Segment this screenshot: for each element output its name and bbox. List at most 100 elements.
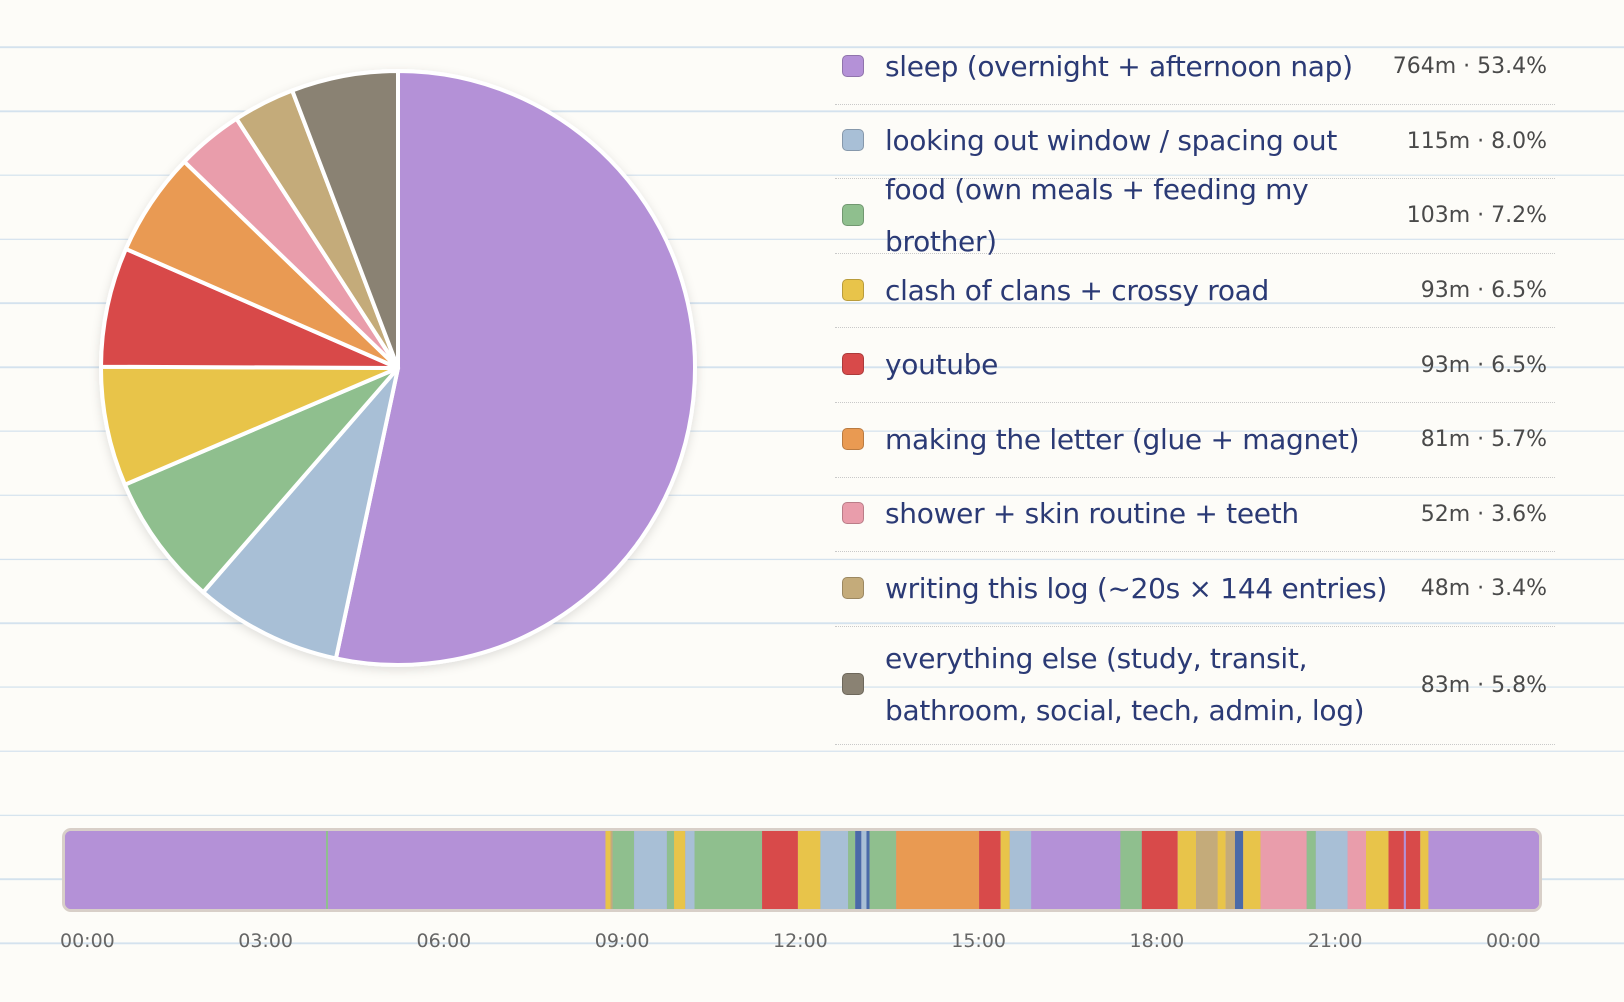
timeline-segment	[1225, 831, 1235, 909]
time-tick-label: 21:00	[1307, 930, 1363, 952]
legend-label: writing this log (~20s × 144 entries)	[885, 572, 1388, 606]
legend-swatch	[842, 353, 864, 376]
timeline-segment	[1196, 831, 1218, 909]
timeline-segment	[1234, 831, 1244, 909]
timeline-segment	[1000, 831, 1010, 909]
timeline-segment	[1403, 831, 1406, 909]
legend-label: clash of clans + crossy road	[885, 273, 1270, 307]
legend-item: youtube 93m · 6.5%	[835, 328, 1555, 403]
legend-value: 52m · 3.6%	[1420, 501, 1547, 527]
legend-label: sleep (overnight + afternoon nap)	[885, 49, 1353, 83]
timeline-segment	[762, 831, 798, 909]
pie-slice	[99, 246, 400, 370]
pie-slice	[333, 69, 697, 667]
timeline-segment	[866, 831, 870, 909]
pie-slice	[290, 69, 400, 370]
timeline-segment	[674, 831, 686, 909]
timeline-segment	[979, 831, 1001, 909]
timeline-segment	[1009, 831, 1032, 909]
timeline-segment	[1243, 831, 1261, 909]
legend-swatch	[842, 576, 864, 599]
legend-value: 93m · 6.5%	[1420, 352, 1547, 378]
timeline-segment	[797, 831, 821, 909]
legend-value: 48m · 3.4%	[1420, 576, 1547, 602]
timeline-segment	[1315, 831, 1348, 909]
time-tick-label: 15:00	[951, 930, 1007, 952]
timeline-segment	[855, 831, 862, 909]
timeline-segment	[1405, 831, 1421, 909]
legend-value: 764m · 53.4%	[1392, 54, 1547, 80]
legend-value: 81m · 5.7%	[1420, 427, 1547, 453]
time-tick-label: 12:00	[773, 930, 828, 952]
legend: sleep (overnight + afternoon nap) 764m · …	[835, 30, 1555, 745]
legend-value: 83m · 5.8%	[1420, 672, 1547, 698]
timeline-segment	[1031, 831, 1121, 909]
legend-label: food (own meals + feeding my brother)	[885, 173, 1309, 258]
timeline-segment	[1428, 831, 1539, 909]
timeline-segment	[610, 831, 613, 909]
timeline-segment	[685, 831, 695, 909]
legend-label: looking out window / spacing out	[885, 124, 1338, 158]
time-tick-label: 03:00	[238, 930, 294, 952]
timeline-segment	[1217, 831, 1226, 909]
legend-label: making the letter (glue + magnet)	[885, 422, 1360, 456]
time-tick-label: 00:00	[1486, 930, 1541, 952]
legend-swatch	[842, 502, 864, 525]
timeline-segment	[1420, 831, 1429, 909]
pie-chart	[90, 60, 730, 700]
time-tick-label: 06:00	[416, 930, 472, 952]
legend-item: clash of clans + crossy road 93m · 6.5%	[835, 254, 1555, 329]
legend-swatch	[842, 673, 864, 696]
timeline-segment	[634, 831, 667, 909]
timeline-segment	[1388, 831, 1404, 909]
timeline-segment	[820, 831, 849, 909]
timeline-segment	[1177, 831, 1197, 909]
timeline-segment	[65, 831, 327, 909]
legend-item: sleep (overnight + afternoon nap) 764m · …	[835, 30, 1555, 105]
timeline-segment	[1306, 831, 1316, 909]
legend-swatch	[842, 54, 864, 77]
legend-label: shower + skin routine + teeth	[885, 497, 1299, 531]
legend-value: 93m · 6.5%	[1420, 278, 1547, 304]
pie-svg	[98, 69, 697, 667]
pie-slice	[98, 364, 400, 487]
legend-item: food (own meals + feeding my brother) 103…	[835, 173, 1555, 258]
legend-swatch	[842, 129, 864, 152]
pie-slices	[98, 69, 697, 667]
day-timeline	[62, 828, 1542, 912]
timeline-segment	[861, 831, 867, 909]
time-axis: 00:00 03:00 06:00 09:00 12:00 15:00 18:00 21:00…	[60, 930, 1544, 960]
legend-swatch	[842, 427, 864, 450]
legend-label: everything else (study, transit, bathroo…	[885, 642, 1365, 728]
pie-slice	[122, 366, 400, 595]
time-tick-label: 18:00	[1129, 930, 1185, 952]
timeline-segment	[328, 831, 606, 909]
legend-item: writing this log (~20s × 144 entries) 48m…	[835, 552, 1555, 627]
timeline-segment	[1120, 831, 1142, 909]
timeline-segment	[869, 831, 897, 909]
legend-swatch	[842, 278, 864, 301]
timeline-segment	[694, 831, 763, 909]
timeline-svg	[65, 831, 1539, 909]
pie-slice	[201, 366, 400, 661]
legend-item: everything else (study, transit, bathroo…	[835, 627, 1555, 745]
timeline-segment	[896, 831, 980, 909]
legend-value: 115m · 8.0%	[1406, 128, 1547, 154]
legend-swatch	[842, 203, 864, 226]
timeline-segment	[1347, 831, 1367, 909]
timeline-segment	[326, 831, 329, 909]
timeline-segment	[605, 831, 611, 909]
legend-label: youtube	[885, 348, 999, 382]
time-tick-label: 00:00	[60, 930, 115, 952]
timeline-segment	[848, 831, 856, 909]
time-tick-label: 09:00	[594, 930, 650, 952]
legend-item: looking out window / spacing out 115m · 8…	[835, 105, 1555, 180]
timeline-segment	[1260, 831, 1307, 909]
timeline-segment	[666, 831, 675, 909]
legend-item: shower + skin routine + teeth 52m · 3.6%	[835, 478, 1555, 553]
timeline-segment	[612, 831, 635, 909]
legend-item: making the letter (glue + magnet) 81m · 5…	[835, 403, 1555, 478]
legend-value: 103m · 7.2%	[1406, 203, 1547, 229]
timeline-segment	[1141, 831, 1178, 909]
timeline-segment	[1366, 831, 1389, 909]
